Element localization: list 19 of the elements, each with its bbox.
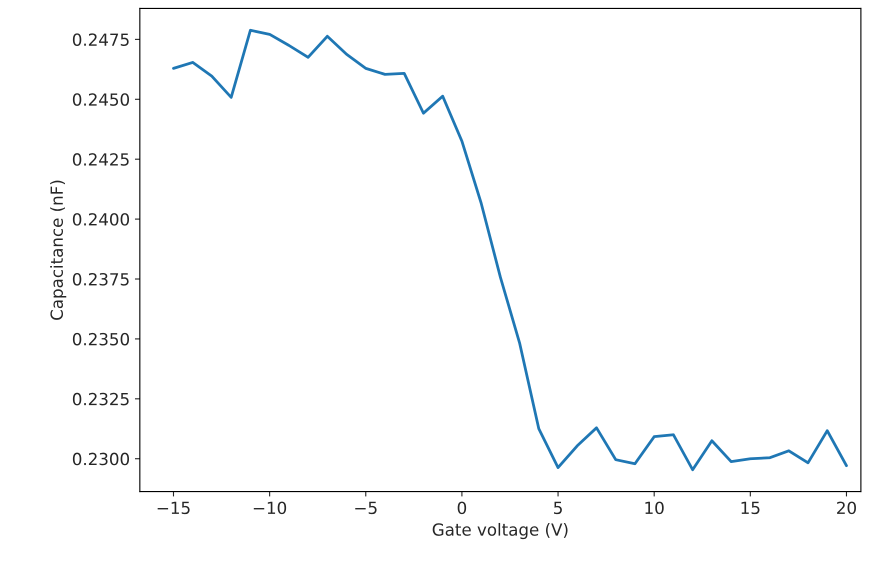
x-tick-label: −15 (158, 502, 190, 514)
y-tick-label: 0.2325 (72, 392, 129, 406)
y-tick-label: 0.2450 (72, 93, 130, 106)
x-tick-label: −5 (355, 502, 377, 514)
y-tick-label: 0.2350 (72, 332, 130, 346)
y-tick-label: 0.2400 (72, 213, 130, 226)
x-tick-label: 10 (645, 502, 664, 514)
x-tick-label: 5 (554, 502, 562, 514)
y-tick-label: 0.2375 (72, 272, 129, 286)
x-axis-title: Gate voltage (V) (432, 522, 568, 540)
x-tick-label: 15 (742, 502, 760, 514)
y-tick-label: 0.2300 (72, 452, 130, 466)
x-tick-label: 20 (837, 502, 856, 514)
x-tick-label: 0 (458, 502, 466, 514)
y-tick-label: 0.2425 (72, 153, 129, 166)
line-series (172, 28, 848, 472)
y-axis-title: Capacitance (nF) (50, 180, 66, 320)
y-tick-label: 0.2475 (72, 33, 129, 46)
x-tick-label: −10 (254, 502, 286, 514)
